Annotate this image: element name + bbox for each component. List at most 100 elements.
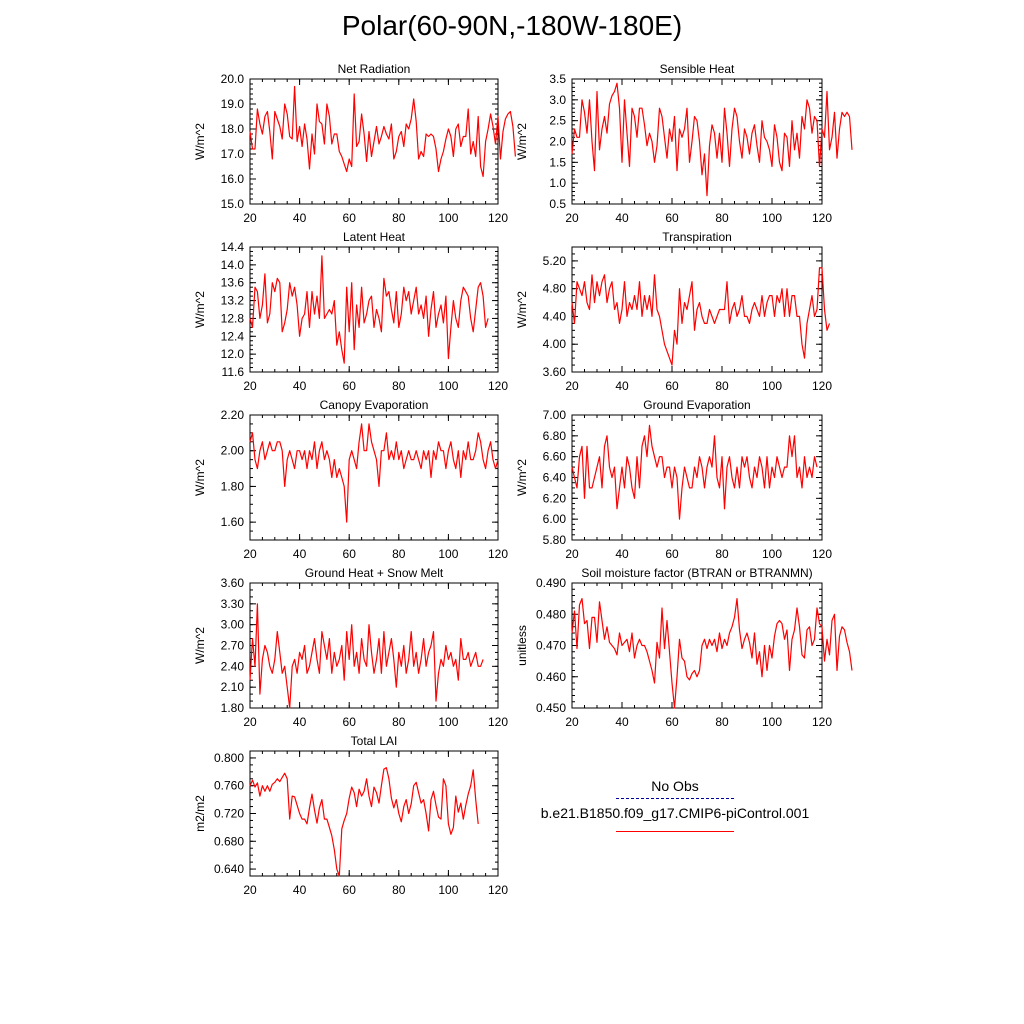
y-tick-label: 20.0 xyxy=(221,72,245,86)
legend-noobs-label: No Obs xyxy=(651,778,699,794)
legend: No Obs b.e21.B1850.f09_g17.CMIP6-piContr… xyxy=(520,778,830,832)
x-tick-label: 80 xyxy=(715,715,729,729)
series-line xyxy=(571,82,853,197)
y-tick-label: 11.6 xyxy=(222,365,245,379)
panel-2: 20 40 60 80 100 120 11.6 12.0 12.4 12.8 13.2 13.6 14… xyxy=(193,230,508,393)
y-tick-label: 5.20 xyxy=(543,254,567,268)
x-tick-label: 20 xyxy=(243,715,257,729)
x-tick-label: 120 xyxy=(488,547,508,561)
panel-title: Total LAI xyxy=(351,734,398,748)
x-tick-label: 80 xyxy=(715,211,729,225)
x-tick-label: 100 xyxy=(762,379,782,393)
x-tick-label: 100 xyxy=(438,715,458,729)
x-tick-label: 100 xyxy=(762,211,782,225)
y-tick-label: 2.20 xyxy=(221,408,245,422)
legend-noobs-swatch xyxy=(616,798,734,799)
y-tick-label: 0.760 xyxy=(214,779,244,793)
y-tick-label: 1.80 xyxy=(221,701,245,715)
panel-5: 20 40 60 80 100 120 5.80 6.00 6.20 6.40 6.60 6.80 7.… xyxy=(515,398,832,561)
panel-8: 20 40 60 80 100 120 0.640 0.680 0.720 0.760 0.800 T… xyxy=(193,734,508,897)
y-tick-label: 2.10 xyxy=(221,680,245,694)
y-tick-label: 15.0 xyxy=(221,197,245,211)
x-tick-label: 80 xyxy=(392,379,406,393)
panel-7: 20 40 60 80 100 120 0.450 0.460 0.470 0.480 0.490 S… xyxy=(515,566,853,729)
x-tick-label: 40 xyxy=(293,547,307,561)
x-tick-label: 20 xyxy=(243,211,257,225)
x-tick-label: 20 xyxy=(565,547,579,561)
x-tick-label: 120 xyxy=(812,379,832,393)
x-tick-label: 20 xyxy=(565,211,579,225)
y-tick-label: 12.4 xyxy=(221,329,245,343)
x-tick-label: 60 xyxy=(343,211,357,225)
y-tick-label: 19.0 xyxy=(221,97,245,111)
x-tick-label: 80 xyxy=(715,379,729,393)
y-axis-label: W/m^2 xyxy=(193,459,207,496)
y-tick-label: 12.8 xyxy=(221,311,245,325)
y-axis-label: unitless xyxy=(515,625,529,666)
y-axis-label: m2/m2 xyxy=(193,795,207,832)
y-tick-label: 0.720 xyxy=(214,807,244,821)
y-tick-label: 6.00 xyxy=(543,512,567,526)
y-tick-label: 17.0 xyxy=(221,147,245,161)
panel-1: 20 40 60 80 100 120 0.5 1.0 1.5 2.0 2.5 3.0 3.5 Sensi… xyxy=(515,62,853,225)
series-line xyxy=(249,767,479,877)
x-tick-label: 120 xyxy=(812,715,832,729)
x-tick-label: 120 xyxy=(812,211,832,225)
y-axis-label: W/m^2 xyxy=(515,459,529,496)
y-tick-label: 16.0 xyxy=(221,172,245,186)
x-tick-label: 40 xyxy=(293,379,307,393)
y-axis-label: W/m^2 xyxy=(193,627,207,664)
panel-title: Soil moisture factor (BTRAN or BTRANMN) xyxy=(581,566,812,580)
y-axis-label: W/m^2 xyxy=(193,291,207,328)
x-tick-label: 100 xyxy=(438,883,458,897)
y-tick-label: 0.480 xyxy=(536,607,566,621)
y-tick-label: 1.0 xyxy=(549,176,566,190)
plot-frame xyxy=(571,582,823,709)
panel-title: Canopy Evaporation xyxy=(320,398,429,412)
y-tick-label: 6.40 xyxy=(543,471,567,485)
y-tick-label: 5.80 xyxy=(543,533,567,547)
legend-case-label: b.e21.B1850.f09_g17.CMIP6-piControl.001 xyxy=(540,805,810,821)
x-tick-label: 20 xyxy=(243,547,257,561)
panel-title: Ground Heat + Snow Melt xyxy=(305,566,444,580)
series-line xyxy=(249,603,484,709)
y-tick-label: 0.680 xyxy=(214,834,244,848)
x-tick-label: 40 xyxy=(615,547,629,561)
series-line xyxy=(249,423,499,523)
x-tick-label: 20 xyxy=(565,715,579,729)
x-tick-label: 60 xyxy=(343,379,357,393)
x-tick-label: 40 xyxy=(293,883,307,897)
y-tick-label: 0.5 xyxy=(549,197,566,211)
y-tick-label: 2.40 xyxy=(221,659,245,673)
x-tick-label: 60 xyxy=(665,379,679,393)
y-tick-label: 2.00 xyxy=(221,444,245,458)
y-tick-label: 14.4 xyxy=(221,240,245,254)
x-tick-label: 60 xyxy=(343,883,357,897)
y-tick-label: 0.800 xyxy=(214,751,244,765)
series-line xyxy=(571,267,831,366)
x-tick-label: 40 xyxy=(615,715,629,729)
page-title: Polar(60-90N,-180W-180E) xyxy=(341,10,683,41)
x-tick-label: 80 xyxy=(715,547,729,561)
x-tick-label: 20 xyxy=(243,883,257,897)
y-tick-label: 14.0 xyxy=(221,258,245,272)
x-tick-label: 120 xyxy=(488,379,508,393)
y-tick-label: 3.0 xyxy=(549,93,566,107)
x-tick-label: 40 xyxy=(615,211,629,225)
y-tick-label: 0.490 xyxy=(536,576,566,590)
y-tick-label: 0.640 xyxy=(214,862,244,876)
x-tick-label: 120 xyxy=(488,883,508,897)
y-tick-label: 3.5 xyxy=(549,72,566,86)
x-tick-label: 40 xyxy=(615,379,629,393)
series-line xyxy=(571,424,818,520)
y-tick-label: 4.40 xyxy=(543,309,567,323)
y-tick-label: 3.00 xyxy=(221,618,245,632)
x-tick-label: 60 xyxy=(665,547,679,561)
x-tick-label: 100 xyxy=(438,379,458,393)
x-tick-label: 80 xyxy=(392,715,406,729)
y-tick-label: 2.5 xyxy=(549,114,566,128)
x-tick-label: 60 xyxy=(343,547,357,561)
series-line xyxy=(249,255,489,364)
x-tick-label: 60 xyxy=(665,211,679,225)
